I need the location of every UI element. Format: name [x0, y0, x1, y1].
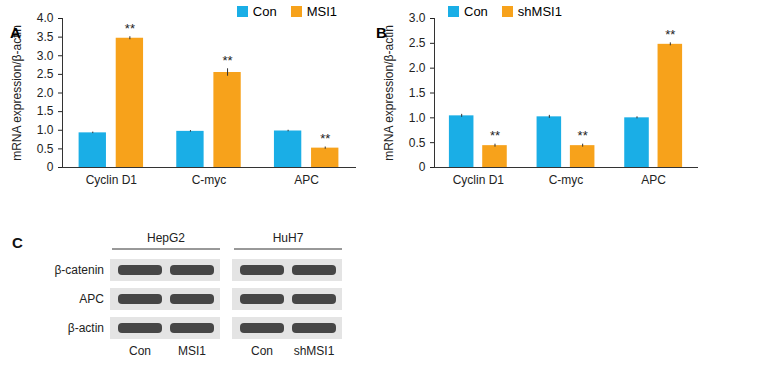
- svg-text:4.0: 4.0: [37, 11, 54, 25]
- svg-text:2.5: 2.5: [37, 67, 54, 81]
- svg-text:Cyclin D1: Cyclin D1: [453, 173, 505, 187]
- svg-text:0: 0: [419, 160, 426, 174]
- svg-text:APC: APC: [79, 292, 104, 306]
- svg-text:APC: APC: [641, 173, 666, 187]
- svg-text:2.0: 2.0: [37, 86, 54, 100]
- svg-text:1.5: 1.5: [37, 104, 54, 118]
- svg-text:mRNA expression/β-actin: mRNA expression/β-actin: [382, 25, 396, 161]
- svg-text:HepG2: HepG2: [147, 231, 185, 245]
- svg-text:HuH7: HuH7: [273, 231, 304, 245]
- svg-text:MSI1: MSI1: [178, 344, 206, 358]
- svg-text:β-catenin: β-catenin: [54, 263, 104, 277]
- svg-text:C-myc: C-myc: [549, 173, 584, 187]
- svg-text:0.5: 0.5: [37, 142, 54, 156]
- svg-text:**: **: [665, 27, 675, 42]
- svg-text:**: **: [125, 21, 135, 36]
- svg-text:C-myc: C-myc: [192, 173, 227, 187]
- svg-text:2.5: 2.5: [409, 36, 426, 50]
- svg-text:APC: APC: [294, 173, 319, 187]
- svg-text:shMSI1: shMSI1: [294, 344, 335, 358]
- svg-text:mRNA expression/β-actin: mRNA expression/β-actin: [10, 25, 24, 161]
- svg-text:**: **: [222, 53, 232, 68]
- svg-text:2.0: 2.0: [409, 61, 426, 75]
- svg-text:C: C: [12, 234, 23, 251]
- svg-text:1.0: 1.0: [37, 123, 54, 137]
- svg-text:Con: Con: [129, 344, 151, 358]
- svg-text:β-actin: β-actin: [68, 321, 104, 335]
- svg-text:**: **: [490, 128, 500, 143]
- svg-text:3.5: 3.5: [37, 30, 54, 44]
- svg-text:Con: Con: [251, 344, 273, 358]
- svg-text:3.0: 3.0: [37, 49, 54, 63]
- svg-text:0: 0: [47, 160, 54, 174]
- svg-text:1.0: 1.0: [409, 111, 426, 125]
- svg-text:3.0: 3.0: [409, 11, 426, 25]
- svg-text:0.5: 0.5: [409, 136, 426, 150]
- svg-text:Cyclin D1: Cyclin D1: [86, 173, 138, 187]
- svg-text:**: **: [320, 131, 330, 146]
- svg-text:1.5: 1.5: [409, 86, 426, 100]
- svg-text:**: **: [578, 128, 588, 143]
